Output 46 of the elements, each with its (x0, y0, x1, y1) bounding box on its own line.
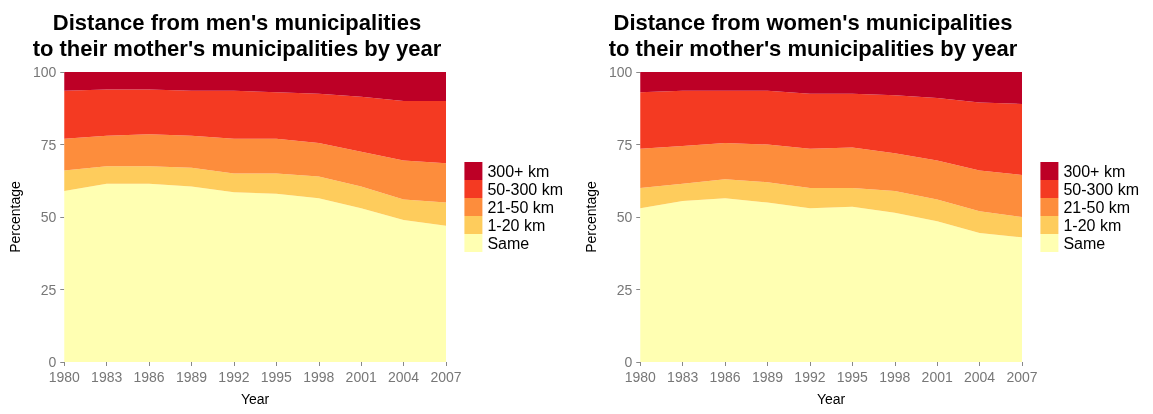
x-tick-label: 2007 (430, 369, 462, 385)
y-tick-label: 0 (48, 354, 57, 370)
legend-label: 50-300 km (487, 180, 563, 198)
x-axis-title: Year (240, 391, 270, 407)
legend-label: 50-300 km (1063, 180, 1139, 198)
legend-label: Same (487, 234, 530, 252)
x-tick-label: 1992 (218, 369, 250, 385)
chart-title: Distance from women's municipalities to their mother's municipalities by year (608, 9, 1018, 61)
legend-label: 300+ km (487, 162, 550, 180)
y-axis-title: Percentage (583, 180, 599, 253)
legend-label: 21-50 km (1063, 198, 1131, 216)
x-axis-title: Year (816, 391, 846, 407)
x-tick-label: 1983 (667, 369, 699, 385)
x-tick-label: 1980 (624, 369, 657, 385)
legend-label: Same (1063, 234, 1106, 252)
y-tick-label: 50 (616, 209, 633, 225)
legend-label: 21-50 km (487, 198, 555, 216)
x-tick-label: 1998 (303, 369, 335, 385)
y-tick-label: 25 (616, 281, 633, 298)
x-tick-label: 1980 (48, 369, 81, 385)
y-tick-label: 25 (40, 281, 57, 298)
legend-label: 1-20 km (487, 216, 546, 234)
x-tick-label: 1998 (879, 369, 911, 385)
x-tick-label: 2004 (964, 369, 996, 385)
x-tick-label: 1986 (709, 369, 741, 385)
legend-label: 300+ km (1063, 162, 1126, 180)
x-tick-label: 1989 (751, 369, 784, 385)
x-tick-label: 1986 (133, 369, 165, 385)
legend-label: 1-20 km (1063, 216, 1122, 234)
x-tick-label: 1992 (794, 369, 826, 385)
x-tick-label: 1983 (91, 369, 123, 385)
y-tick-label: 75 (40, 136, 57, 153)
x-tick-label: 2007 (1006, 369, 1038, 385)
y-tick-label: 75 (616, 136, 633, 153)
y-tick-label: 0 (624, 354, 633, 370)
y-axis-title: Percentage (7, 180, 23, 253)
x-tick-label: 2001 (921, 369, 953, 385)
x-tick-label: 1995 (260, 369, 293, 385)
y-tick-label: 100 (608, 64, 633, 80)
x-tick-label: 1995 (836, 369, 869, 385)
y-tick-label: 100 (32, 64, 57, 80)
x-tick-label: 2001 (345, 369, 377, 385)
y-tick-label: 50 (40, 209, 57, 225)
x-tick-label: 2004 (388, 369, 420, 385)
x-tick-label: 1989 (175, 369, 208, 385)
chart-title: Distance from men's municipalities to their mother's municipalities by year (32, 9, 442, 61)
